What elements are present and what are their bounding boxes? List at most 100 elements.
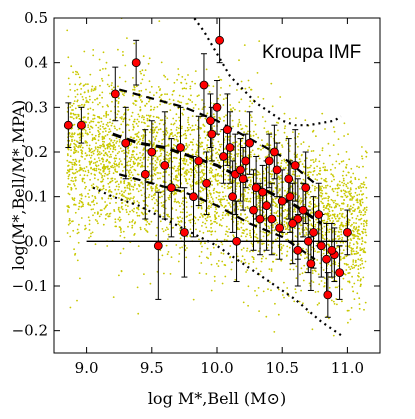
background-point <box>311 272 314 274</box>
background-point <box>132 210 135 213</box>
background-point <box>212 246 215 249</box>
background-point <box>112 145 114 148</box>
background-point <box>174 156 176 159</box>
background-point <box>106 204 108 207</box>
background-point <box>132 186 135 188</box>
background-point <box>176 79 179 81</box>
background-point <box>122 120 124 123</box>
background-point <box>141 116 143 119</box>
background-point <box>74 252 77 255</box>
background-point <box>117 188 120 191</box>
background-point <box>189 133 192 136</box>
background-point <box>360 190 362 192</box>
background-point <box>79 93 82 96</box>
background-point <box>235 141 238 143</box>
background-point <box>308 219 311 221</box>
background-point <box>242 229 245 232</box>
background-point <box>339 241 342 244</box>
background-point <box>109 143 111 146</box>
data-point <box>77 120 86 130</box>
background-point <box>242 247 245 250</box>
background-point <box>357 186 360 188</box>
background-point <box>287 295 290 297</box>
background-point <box>257 154 260 157</box>
background-point <box>160 148 163 151</box>
background-point <box>69 161 72 164</box>
background-point <box>94 98 96 101</box>
background-point <box>323 285 326 287</box>
background-point <box>185 144 188 147</box>
background-point <box>336 220 338 223</box>
background-point <box>81 194 83 197</box>
background-point <box>257 171 259 174</box>
background-point <box>132 120 135 123</box>
background-point <box>67 148 70 151</box>
background-point <box>143 200 145 203</box>
background-point <box>240 226 243 229</box>
background-point <box>101 135 104 138</box>
background-point <box>356 207 359 210</box>
background-point <box>113 143 115 146</box>
background-point <box>288 246 291 249</box>
background-point <box>250 151 252 154</box>
background-point <box>216 180 219 183</box>
background-point <box>237 123 240 126</box>
background-point <box>358 297 361 300</box>
background-point <box>78 136 81 139</box>
background-point <box>218 182 221 184</box>
background-point <box>136 214 139 217</box>
background-point <box>347 272 350 275</box>
background-point <box>269 212 272 215</box>
background-point <box>88 223 91 226</box>
background-point <box>110 197 113 200</box>
background-point <box>136 132 139 135</box>
background-point <box>283 158 286 161</box>
background-point <box>201 245 203 248</box>
background-point <box>145 114 148 117</box>
background-point <box>199 137 202 139</box>
background-point <box>246 233 249 236</box>
background-point <box>105 114 108 117</box>
background-point <box>172 135 174 138</box>
background-point <box>338 204 341 207</box>
background-point <box>168 157 171 160</box>
background-point <box>338 162 341 165</box>
background-point <box>314 187 316 190</box>
background-point <box>283 127 286 130</box>
background-point <box>97 178 99 181</box>
background-point <box>147 156 150 159</box>
background-point <box>238 228 241 231</box>
background-point <box>151 189 153 192</box>
background-point <box>191 148 194 151</box>
background-point <box>152 136 155 138</box>
background-point <box>75 70 77 73</box>
background-point <box>355 241 358 243</box>
background-point <box>304 119 307 122</box>
background-point <box>71 138 73 141</box>
background-point <box>146 221 149 223</box>
background-point <box>71 132 74 135</box>
background-point <box>205 273 208 275</box>
background-point <box>106 83 109 86</box>
background-point <box>81 201 84 204</box>
background-point <box>308 201 311 204</box>
background-point <box>210 263 213 266</box>
background-point <box>73 203 75 206</box>
background-point <box>96 97 98 100</box>
background-point <box>89 157 92 159</box>
background-point <box>131 111 134 114</box>
background-point <box>83 104 86 107</box>
background-point <box>189 87 192 90</box>
background-point <box>116 113 119 116</box>
background-point <box>135 158 138 161</box>
background-point <box>90 120 92 123</box>
background-point <box>85 99 88 102</box>
background-point <box>359 202 362 205</box>
background-point <box>123 180 126 182</box>
data-point <box>306 259 316 269</box>
background-point <box>173 138 176 141</box>
background-point <box>240 220 243 222</box>
background-point <box>115 137 118 140</box>
background-point <box>262 290 265 293</box>
background-point <box>120 270 123 272</box>
